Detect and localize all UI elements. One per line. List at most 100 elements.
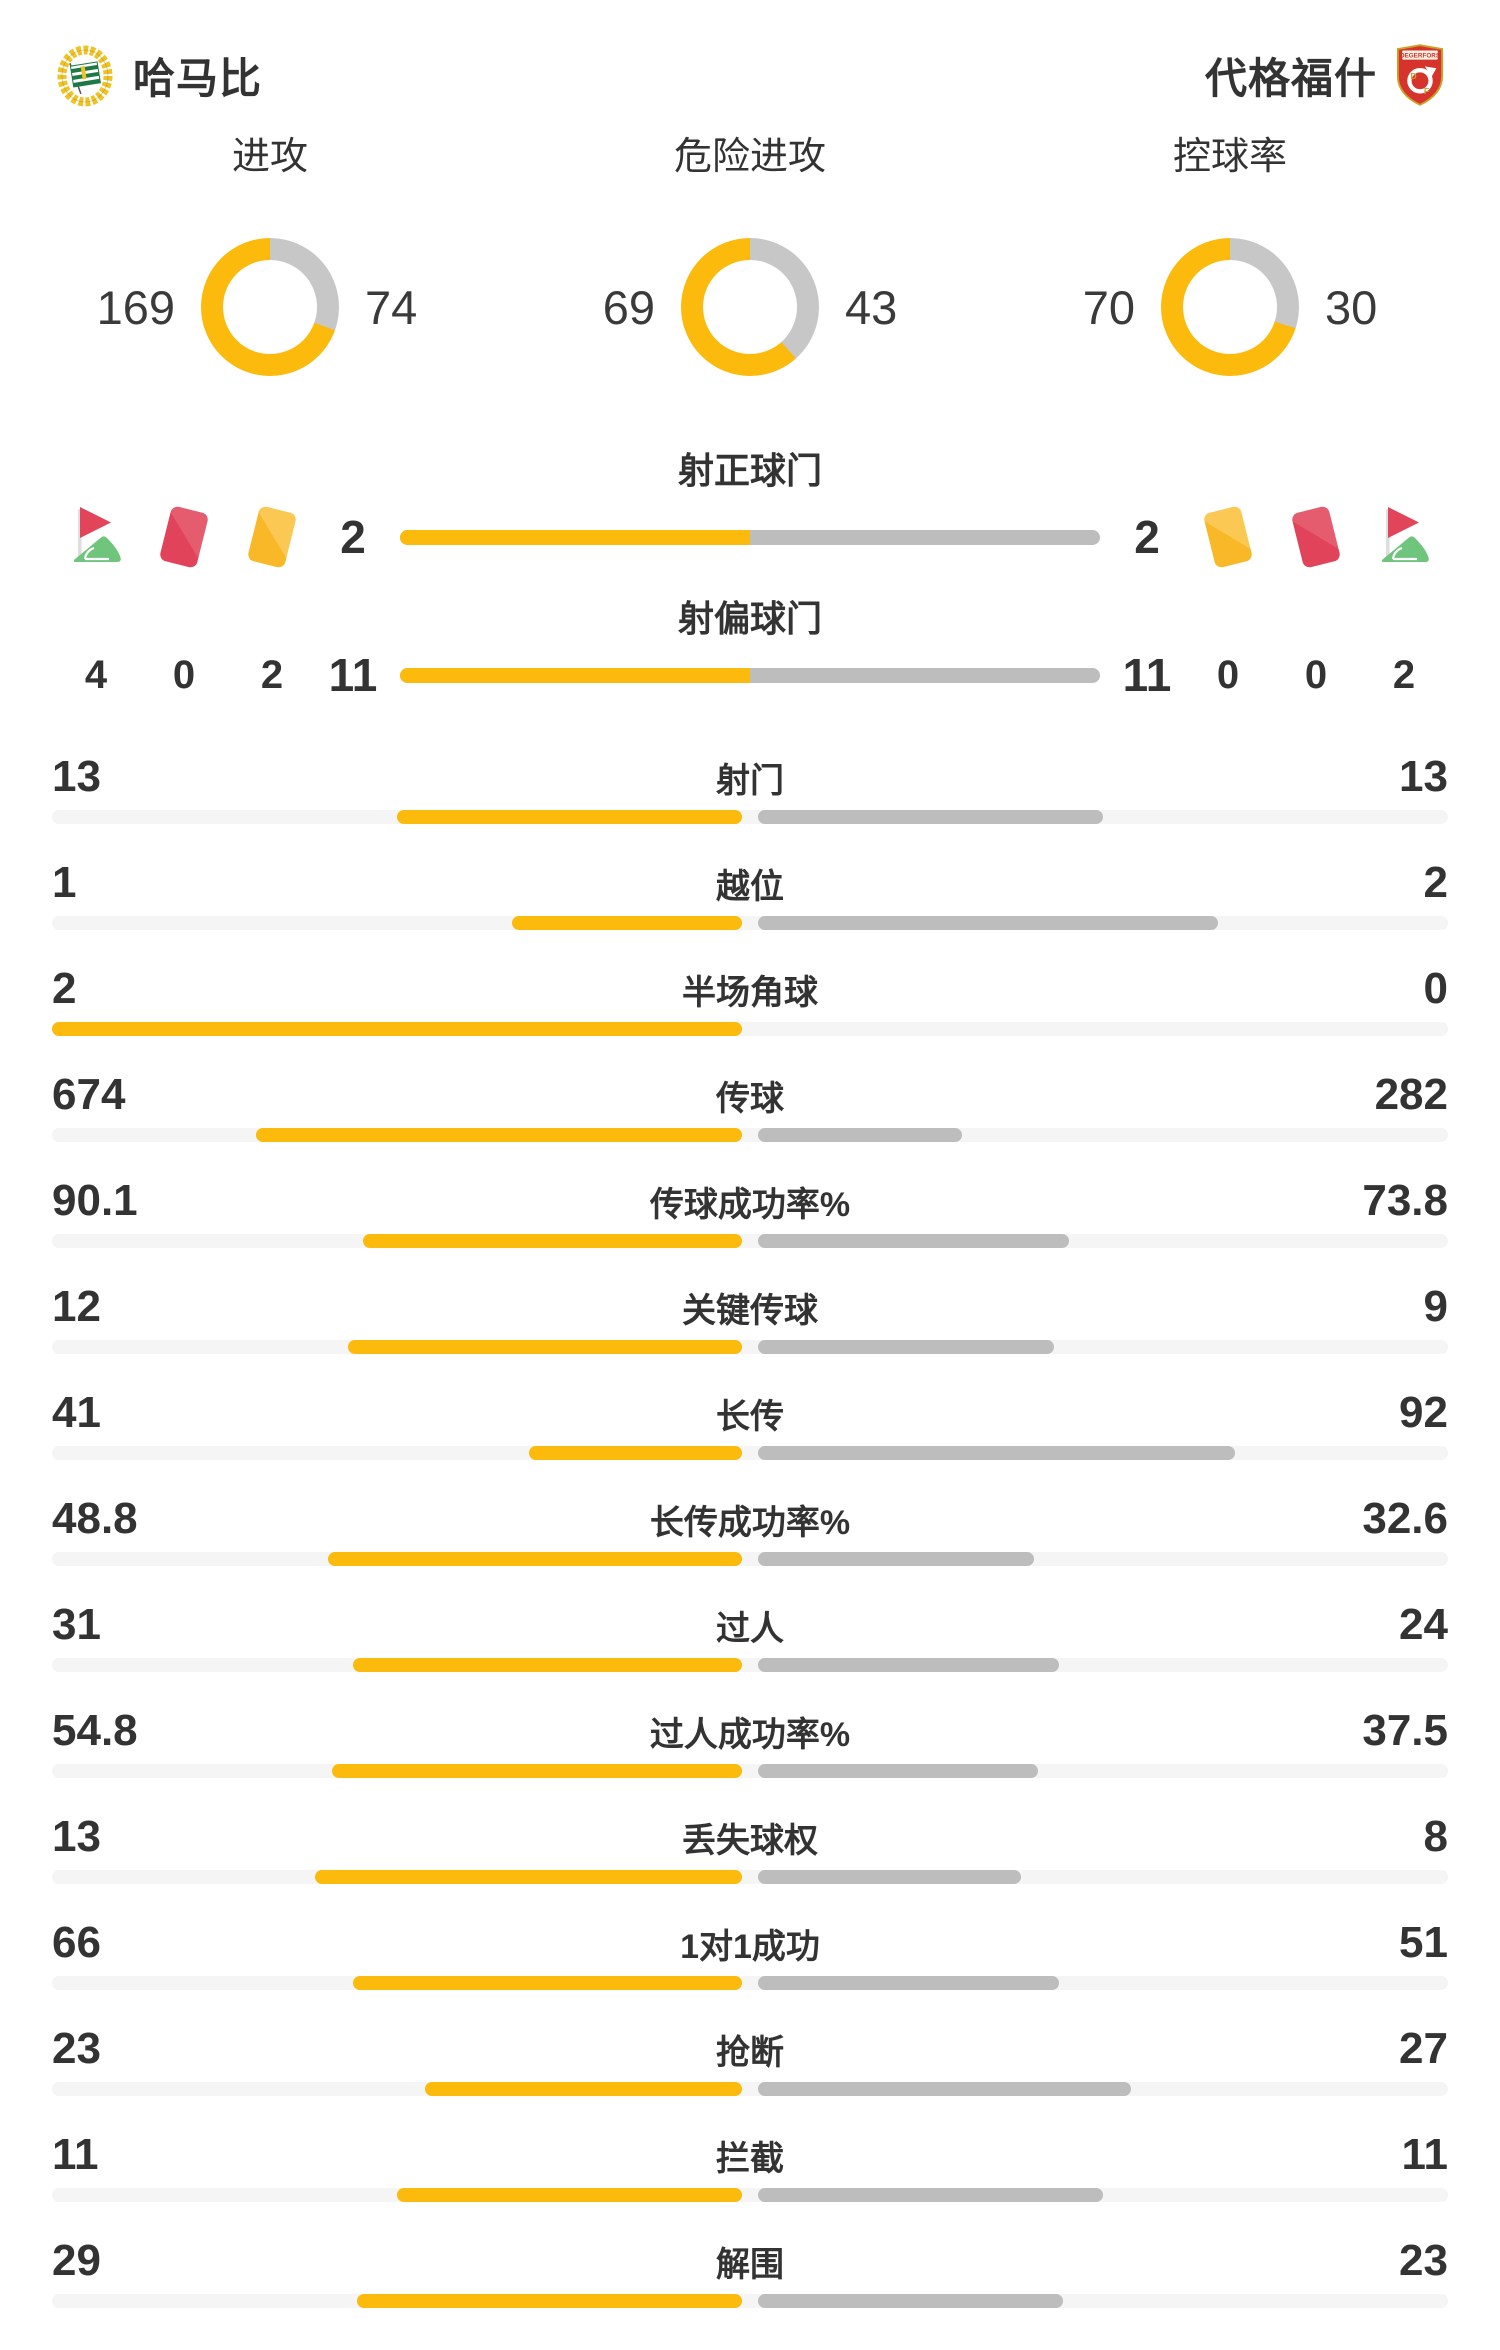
stat-home-value: 674 [52, 1070, 126, 1119]
stat-away-bar [758, 810, 1103, 824]
stat-bar-track [52, 1022, 1448, 1036]
stat-home-bar [332, 1764, 742, 1778]
stat-home-bar [529, 1446, 742, 1460]
stat-home-value: 12 [52, 1282, 101, 1331]
stat-home-bar [314, 1870, 742, 1884]
away-corners-count: 2 [1392, 652, 1416, 697]
stat-home-value: 48.8 [52, 1494, 138, 1543]
donut-chart-possession [1161, 238, 1299, 376]
shots-on-target-home-fill [400, 529, 750, 545]
stat-label: 1对1成功 [680, 1927, 820, 1966]
shots-section: 射正球门 2 2 [0, 442, 1500, 704]
donut-home-value: 69 [602, 280, 655, 334]
stat-home-value: 13 [52, 752, 101, 801]
shots-off-target-home-fill [400, 667, 750, 683]
away-team-logo: DEGERFORS D F [1396, 44, 1444, 106]
donut-home-value: 70 [1082, 280, 1135, 334]
donut-away-value: 43 [845, 280, 898, 334]
away-cards-icons: 2 [1110, 504, 1448, 570]
stat-away-value: 11 [1401, 2130, 1448, 2179]
home-team-name: 哈马比 [133, 54, 263, 102]
stat-home-bar [512, 916, 742, 930]
donut-away-value: 74 [365, 280, 418, 334]
donut-group-attack: 进攻 169 74 [30, 134, 510, 376]
stat-away-value: 32.6 [1362, 1494, 1448, 1543]
stat-row: 41 长传 92 [0, 1384, 1500, 1490]
stat-bar-track [52, 1340, 1448, 1354]
shots-on-target-row: 2 2 [0, 498, 1500, 576]
shots-off-target-home-value: 11 [328, 649, 378, 701]
stat-bar-track [52, 2082, 1448, 2096]
red-card-icon [158, 505, 210, 569]
donut-chart-dangerous-attack [681, 238, 819, 376]
stats-list: 13 射门 13 1 越位 2 2 半场角球 0 [0, 748, 1500, 2338]
stat-bar-track [52, 1446, 1448, 1460]
shots-off-target-row: 4 0 2 11 11 0 0 2 [0, 646, 1500, 704]
stat-row: 11 拦截 11 [0, 2126, 1500, 2232]
stat-bar-track [52, 2188, 1448, 2202]
team-header: 哈马比 代格福什 DEGERFORS D F [0, 0, 1500, 110]
stat-label: 丢失球权 [682, 1821, 818, 1860]
away-team: 代格福什 DEGERFORS D F [1205, 43, 1445, 107]
donut-away-value: 30 [1325, 280, 1378, 334]
stat-home-bar [347, 1340, 742, 1354]
stat-away-bar [758, 1234, 1069, 1248]
stat-away-value: 37.5 [1362, 1706, 1448, 1755]
stat-row: 90.1 传球成功率% 73.8 [0, 1172, 1500, 1278]
stat-away-value: 73.8 [1362, 1176, 1448, 1225]
donut-title: 控球率 [1172, 136, 1287, 178]
yellow-card-icon [246, 505, 298, 569]
stat-label: 抢断 [716, 2033, 784, 2072]
stat-away-bar [758, 2082, 1131, 2096]
stat-home-bar [397, 2188, 742, 2202]
home-cards-counts: 4 0 2 11 [52, 648, 390, 702]
svg-text:D: D [1410, 71, 1416, 81]
home-corners-count: 4 [84, 652, 108, 697]
corner-flag-icon [73, 507, 121, 562]
stat-row: 23 抢断 27 [0, 2020, 1500, 2126]
stat-row: 29 解围 23 [0, 2232, 1500, 2338]
donut-title: 进攻 [231, 136, 308, 178]
stat-bar-track [52, 2294, 1448, 2308]
stat-bar-track [52, 1234, 1448, 1248]
away-team-name: 代格福什 [1204, 54, 1377, 102]
corner-flag-icon [1381, 507, 1429, 562]
shots-on-target-bar [400, 529, 1100, 545]
stat-away-bar [758, 1764, 1039, 1778]
stat-away-bar [758, 1976, 1059, 1990]
stat-bar-track [52, 1552, 1448, 1566]
away-cards-counts: 11 0 0 2 [1110, 648, 1448, 702]
stat-away-bar [758, 1552, 1035, 1566]
shots-on-target-home-value: 2 [340, 511, 366, 563]
stat-home-bar [362, 1234, 742, 1248]
stat-row: 13 丢失球权 8 [0, 1808, 1500, 1914]
home-team-logo [57, 45, 113, 107]
stat-bar-track [52, 1128, 1448, 1142]
donut-home-value: 169 [96, 280, 175, 334]
stat-row: 54.8 过人成功率% 37.5 [0, 1702, 1500, 1808]
stat-home-value: 31 [52, 1600, 101, 1649]
stat-away-value: 92 [1399, 1388, 1448, 1437]
stat-home-bar [352, 1976, 742, 1990]
donut-chart-attack [201, 238, 339, 376]
stat-away-bar [758, 2294, 1064, 2308]
stat-home-value: 13 [52, 1812, 101, 1861]
stat-home-value: 2 [52, 964, 77, 1013]
stat-row: 12 关键传球 9 [0, 1278, 1500, 1384]
stat-label: 传球 [716, 1079, 784, 1118]
shots-off-target-away-value: 11 [1122, 649, 1172, 701]
stat-bar-track [52, 916, 1448, 930]
stat-away-value: 0 [1423, 964, 1448, 1013]
stat-home-bar [397, 810, 742, 824]
stat-away-value: 13 [1399, 752, 1448, 801]
stat-away-value: 8 [1423, 1812, 1448, 1861]
home-red-cards-count: 0 [172, 652, 196, 697]
stat-away-value: 24 [1399, 1600, 1448, 1649]
home-team: 哈马比 [55, 43, 262, 107]
stat-home-bar [52, 1022, 742, 1036]
away-red-cards-count: 0 [1304, 652, 1328, 697]
stat-bar-track [52, 810, 1448, 824]
stat-home-value: 1 [52, 858, 77, 907]
stat-row: 2 半场角球 0 [0, 960, 1500, 1066]
